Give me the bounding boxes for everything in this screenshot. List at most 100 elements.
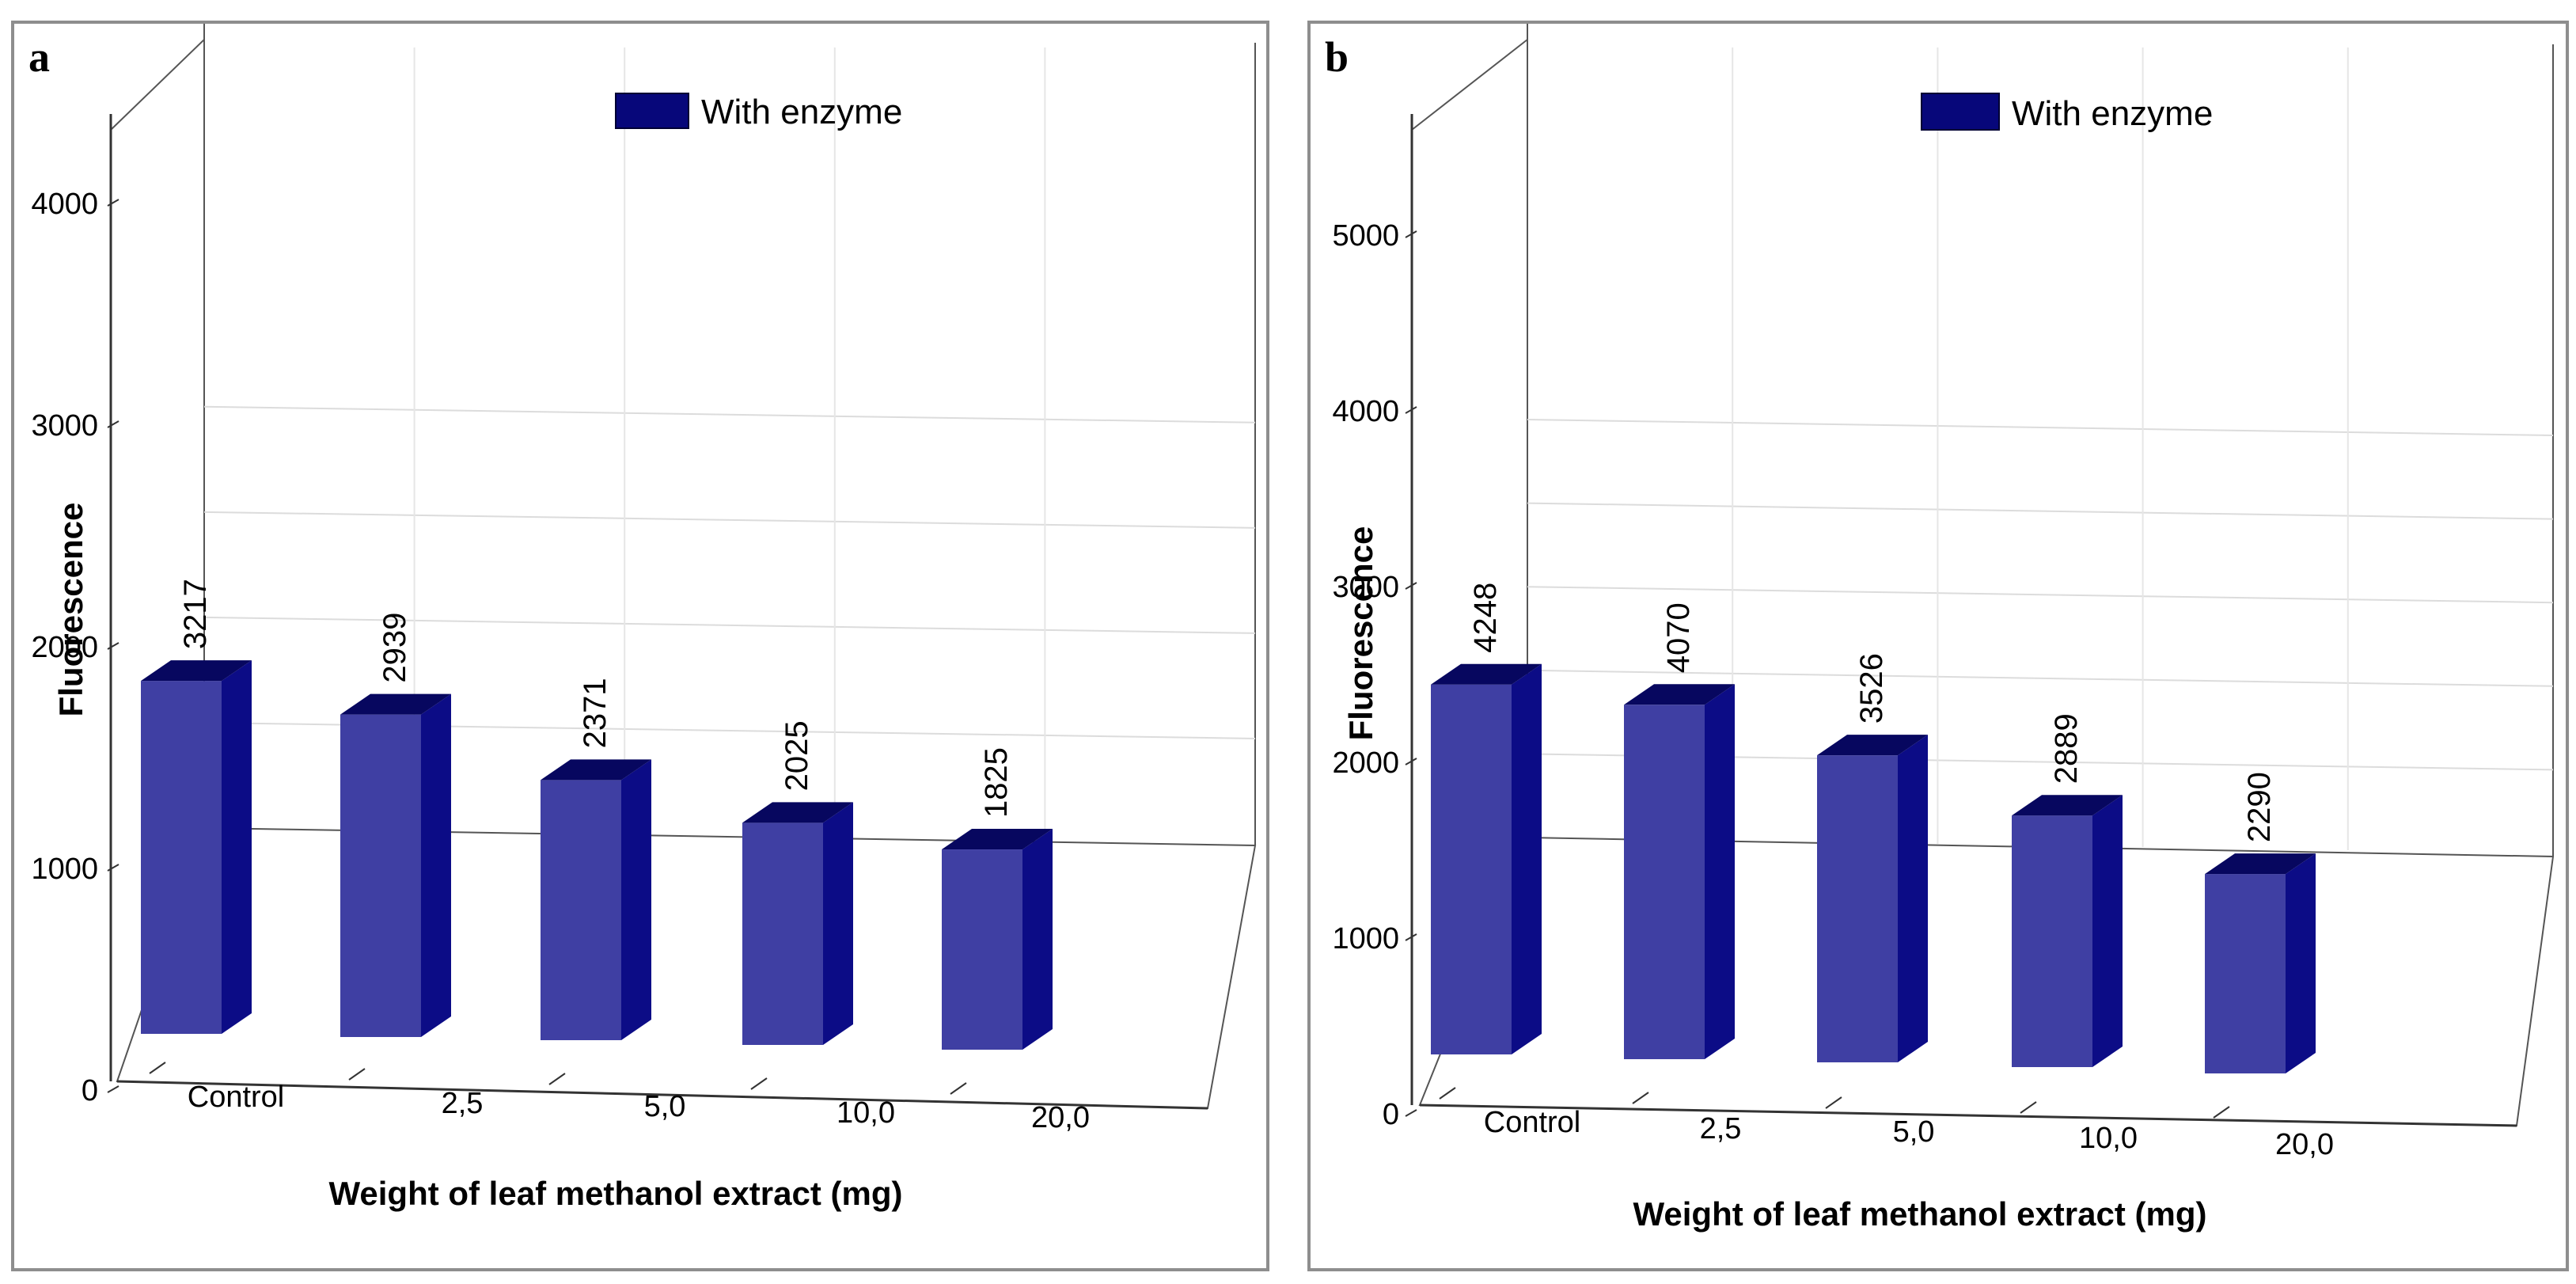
y-tick (1405, 758, 1417, 765)
bar-side (1898, 735, 1928, 1062)
y-axis-title: Fluorescence (52, 503, 89, 717)
bar-1 (1431, 663, 1542, 1054)
y-tick-label: 2000 (1332, 746, 1399, 780)
bar-side (2092, 795, 2123, 1067)
bar-top (340, 693, 451, 715)
x-tick-label: Control (1484, 1106, 1581, 1139)
legend-swatch (1921, 93, 2000, 131)
x-tick (2020, 1101, 2037, 1114)
x-tick-label: 5,0 (644, 1090, 686, 1123)
bar-top (141, 660, 252, 682)
y-tick-label: 0 (82, 1074, 98, 1107)
x-tick (1825, 1096, 1842, 1109)
bar-front (2205, 874, 2286, 1073)
y-tick (1405, 230, 1417, 238)
y-tick (107, 199, 120, 207)
floor-plane (116, 826, 1257, 1110)
bar-top (942, 829, 1053, 850)
panel-label-b: b (1325, 33, 1349, 81)
panel-label-a: a (28, 33, 50, 81)
x-tick-label: 5,0 (1893, 1115, 1935, 1149)
bar-top (1624, 684, 1735, 705)
floor-plane (1418, 836, 2555, 1127)
bar-front (141, 681, 222, 1034)
bar-side (1512, 663, 1542, 1054)
x-tick-label: 10,0 (2079, 1122, 2138, 1155)
chart-b-bars (1431, 663, 2316, 1073)
bar-top (742, 802, 853, 823)
x-tick (548, 1073, 566, 1085)
x-tick (1632, 1092, 1649, 1104)
x-tick-label: 10,0 (837, 1096, 895, 1130)
chart-panel-b: b 0 1000 2000 3000 4000 5000 Control 2,5 5,0 10,0… (1307, 21, 2569, 1271)
chart-a-legend: With enzyme (615, 93, 902, 131)
gridline (203, 405, 1256, 424)
value-label: 4248 (1468, 583, 1503, 653)
y-tick-label: 0 (1383, 1098, 1399, 1131)
y-tick-label: 5000 (1332, 219, 1399, 253)
x-tick (348, 1068, 366, 1081)
chart-a-svg: a 0 1000 2000 3000 4000 Control 2,5 5,0 10,0 20,0… (28, 24, 1257, 1212)
value-label: 3526 (1854, 653, 1889, 724)
gridline (1527, 669, 2554, 687)
bar-front (942, 849, 1022, 1050)
x-tick-label: 2,5 (1700, 1112, 1742, 1145)
bar-1 (141, 660, 252, 1034)
x-tick (1439, 1087, 1456, 1100)
bar-side (1705, 684, 1735, 1059)
y-tick-label: 1000 (31, 853, 98, 886)
x-tick (750, 1077, 768, 1090)
y-tick (107, 642, 120, 650)
bar-side (222, 660, 252, 1034)
chart-a-labels: 0 1000 2000 3000 4000 Control 2,5 5,0 10,0 20,0 32… (31, 188, 1090, 1134)
gridline (1527, 586, 2554, 604)
y-tick (1405, 582, 1417, 590)
x-axis-title: Weight of leaf methanol extract (mg) (1633, 1195, 2207, 1233)
bar-top (1817, 735, 1928, 756)
chart-panel-a: a 0 1000 2000 3000 4000 Control 2,5 5,0 10,0 20,0… (11, 21, 1269, 1271)
chart-b-labels: 0 1000 2000 3000 4000 5000 Control 2,5 5,0 10,0 20… (1332, 219, 2334, 1161)
legend-label: With enzyme (2012, 94, 2213, 133)
gridline (203, 511, 1256, 529)
x-tick-label: Control (188, 1081, 285, 1114)
value-label: 2025 (780, 720, 814, 791)
y-tick-label: 3000 (31, 409, 98, 443)
y-tick (107, 1085, 120, 1093)
x-tick-label: 20,0 (1031, 1101, 1090, 1134)
gridline (1527, 502, 2554, 520)
value-label: 2290 (2242, 772, 2277, 842)
bar-5 (942, 829, 1053, 1050)
bar-top (1431, 663, 1542, 685)
bar-front (1817, 755, 1898, 1062)
bar-front (340, 714, 421, 1037)
bar-4 (2012, 795, 2123, 1067)
legend-swatch (615, 93, 689, 129)
y-tick-label: 4000 (1332, 395, 1399, 428)
y-tick (1405, 406, 1417, 414)
side-wall-top-edge (110, 39, 205, 131)
bar-4 (742, 802, 853, 1045)
bar-front (1624, 705, 1705, 1059)
bar-top (2205, 853, 2316, 875)
bar-3 (1817, 735, 1928, 1062)
x-axis-line (1419, 1104, 2517, 1127)
y-tick (1405, 1109, 1417, 1117)
bar-3 (541, 759, 651, 1040)
y-tick-label: 2000 (31, 631, 98, 664)
x-tick-label: 20,0 (2275, 1128, 2334, 1161)
bar-side (1022, 829, 1053, 1050)
gridline (1527, 419, 2554, 436)
chart-b-svg: b 0 1000 2000 3000 4000 5000 Control 2,5 5,0 10,0… (1325, 24, 2555, 1233)
value-label: 2371 (578, 678, 613, 748)
bar-front (1431, 684, 1512, 1054)
x-tick (149, 1062, 166, 1074)
bar-2 (340, 693, 451, 1037)
y-tick (107, 420, 120, 428)
bar-front (742, 822, 823, 1045)
bar-5 (2205, 853, 2316, 1073)
y-tick-label: 4000 (31, 188, 98, 221)
value-label: 1825 (979, 747, 1014, 818)
bar-front (2012, 815, 2092, 1067)
chart-a-bars (141, 660, 1053, 1050)
bar-front (541, 780, 621, 1040)
